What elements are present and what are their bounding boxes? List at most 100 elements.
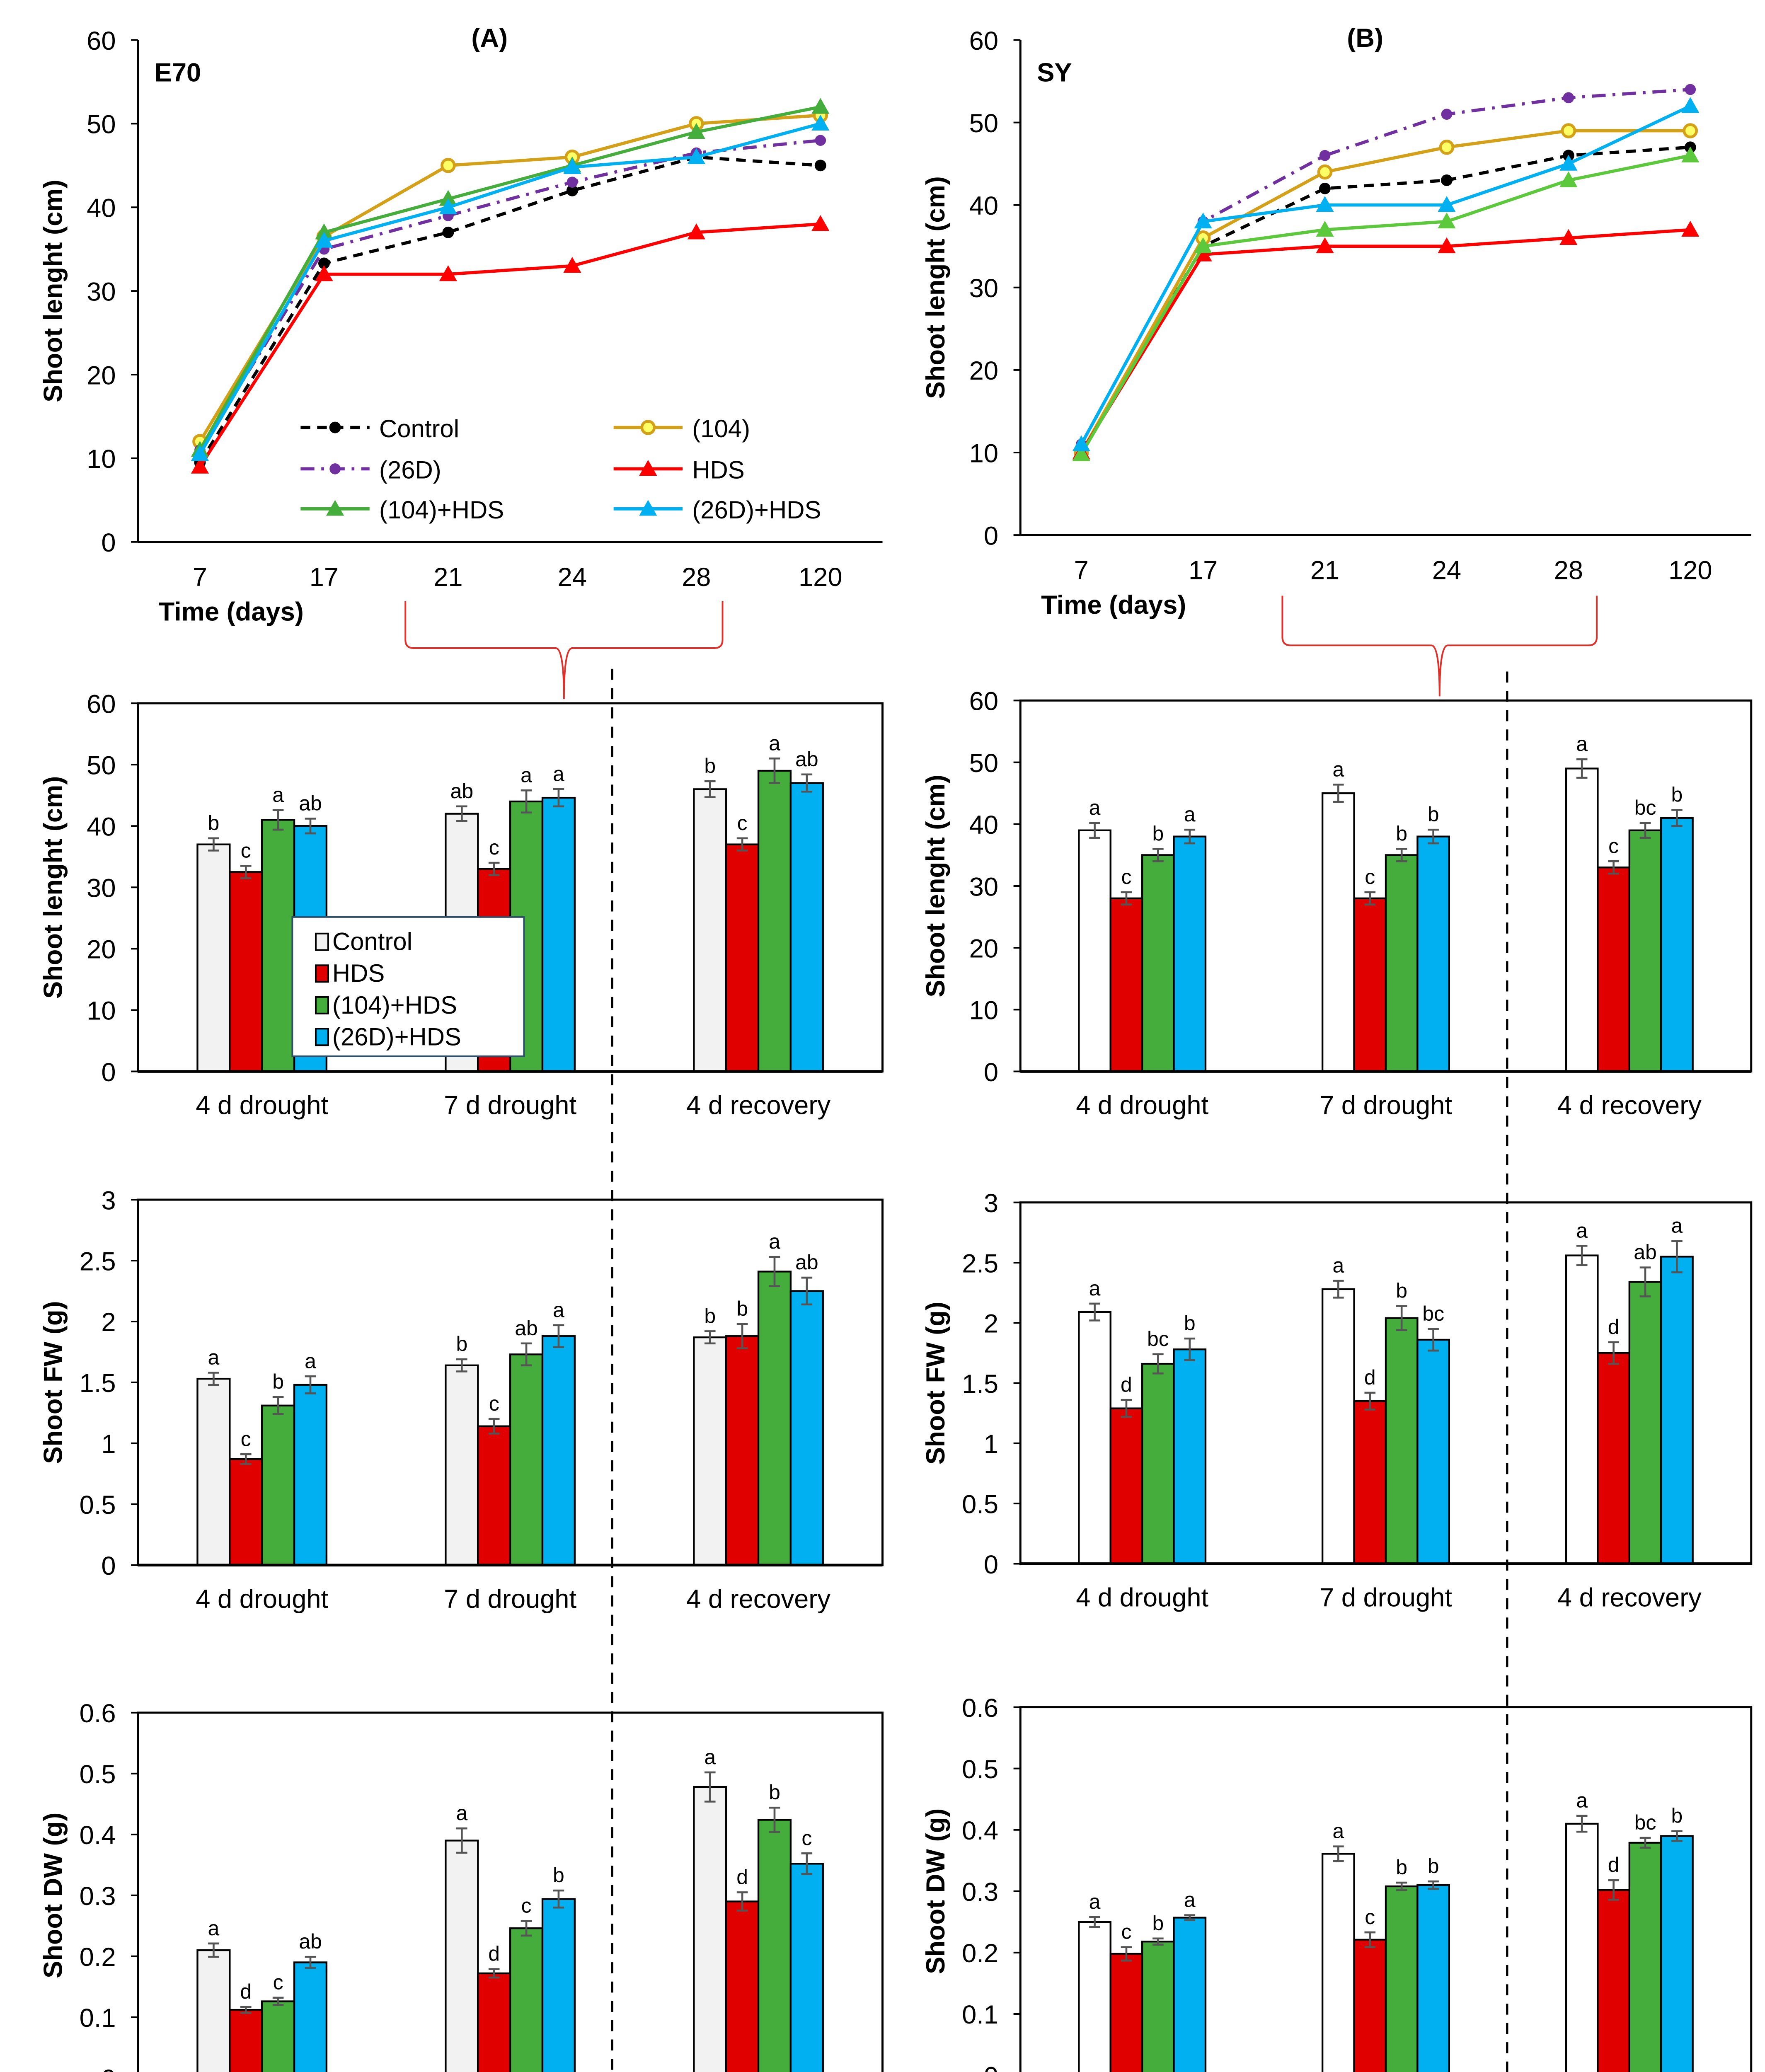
x-tick-label: 28 bbox=[682, 563, 711, 592]
data-point bbox=[811, 98, 830, 114]
significance-letter: ab bbox=[1634, 1241, 1657, 1264]
significance-letter: a bbox=[1089, 1890, 1101, 1913]
data-point bbox=[1319, 182, 1331, 194]
data-point bbox=[687, 123, 705, 139]
y-axis-title: Shoot lenght (cm) bbox=[921, 176, 950, 399]
bar bbox=[1353, 1939, 1387, 2072]
y-tick-label: 0.5 bbox=[80, 1760, 116, 1789]
significance-letter: c bbox=[1365, 1905, 1375, 1929]
y-tick-label: 0.5 bbox=[962, 1755, 998, 1784]
bar bbox=[1416, 1884, 1450, 2072]
significance-letter: d bbox=[1364, 1366, 1376, 1389]
data-point bbox=[1316, 237, 1334, 253]
bar bbox=[789, 782, 824, 1072]
bar bbox=[1173, 1348, 1207, 1565]
bar bbox=[789, 1290, 824, 1566]
series-line bbox=[199, 122, 821, 455]
data-point bbox=[439, 198, 458, 214]
bar bbox=[229, 2009, 263, 2072]
bar bbox=[1565, 767, 1599, 1072]
y-tick-label: 60 bbox=[969, 687, 998, 716]
bar bbox=[196, 843, 231, 1072]
data-point bbox=[639, 500, 657, 516]
y-tick-label: 0 bbox=[101, 2065, 116, 2072]
significance-letter: bc bbox=[1634, 1811, 1656, 1834]
bar bbox=[229, 871, 263, 1072]
significance-letter: c bbox=[801, 1826, 812, 1849]
legend-label: Control bbox=[332, 928, 412, 956]
bar bbox=[261, 2000, 295, 2072]
data-point bbox=[1561, 123, 1576, 138]
bar bbox=[541, 1335, 576, 1566]
x-tick-label: 24 bbox=[558, 563, 587, 592]
y-tick-label: 3 bbox=[984, 1189, 998, 1218]
data-point bbox=[1438, 196, 1456, 212]
y-tick-label: 1.5 bbox=[962, 1370, 998, 1399]
y-tick-label: 0 bbox=[101, 1058, 116, 1087]
data-point bbox=[1563, 92, 1574, 104]
y-tick-label: 1 bbox=[101, 1430, 116, 1459]
panel-title: (B) bbox=[1347, 24, 1383, 53]
data-point bbox=[1685, 84, 1696, 95]
significance-letter: a bbox=[704, 1745, 716, 1769]
y-tick-label: 10 bbox=[969, 996, 998, 1025]
x-tick-label: 21 bbox=[1310, 556, 1339, 585]
significance-letter: a bbox=[553, 762, 564, 785]
category-label: 4 d recovery bbox=[1557, 1091, 1702, 1120]
significance-letter: b bbox=[1671, 783, 1683, 806]
significance-letter: d bbox=[1608, 1315, 1620, 1339]
significance-letter: c bbox=[273, 1971, 283, 1994]
bar bbox=[509, 1927, 544, 2072]
significance-letter: a bbox=[1332, 1820, 1344, 1843]
data-point bbox=[566, 184, 578, 196]
series-line bbox=[199, 105, 821, 451]
significance-letter: b bbox=[1184, 1312, 1196, 1335]
bar bbox=[757, 1819, 792, 2072]
bar bbox=[196, 1949, 231, 2072]
significance-letter: c bbox=[1121, 1920, 1131, 1944]
y-tick-label: 2.5 bbox=[80, 1247, 116, 1276]
data-point bbox=[1559, 171, 1578, 187]
significance-letter: ab bbox=[299, 792, 322, 815]
data-point bbox=[191, 445, 209, 461]
category-label: 4 d recovery bbox=[686, 1585, 830, 1614]
y-tick-label: 20 bbox=[969, 934, 998, 963]
data-point bbox=[1316, 220, 1334, 237]
category-label: 7 d drought bbox=[1320, 1091, 1452, 1120]
category-label: 4 d drought bbox=[1076, 1091, 1208, 1120]
legend-label: (104) bbox=[692, 415, 750, 443]
data-point bbox=[563, 158, 581, 174]
bar bbox=[541, 1898, 576, 2072]
significance-letter: c bbox=[241, 1427, 251, 1450]
y-axis-title: Shoot FW (g) bbox=[39, 1301, 68, 1464]
significance-letter: a bbox=[553, 1298, 564, 1322]
legend-label: Control bbox=[379, 415, 459, 443]
category-label: 4 d drought bbox=[1076, 1583, 1208, 1612]
x-tick-label: 120 bbox=[799, 563, 842, 592]
y-tick-label: 50 bbox=[87, 751, 116, 780]
significance-letter: a bbox=[1671, 1214, 1683, 1237]
significance-letter: a bbox=[1332, 758, 1344, 781]
y-tick-label: 2 bbox=[984, 1310, 998, 1339]
data-point bbox=[1559, 155, 1578, 171]
data-point bbox=[442, 226, 454, 238]
significance-letter: c bbox=[521, 1894, 532, 1917]
legend-label: (26D)+HDS bbox=[332, 1023, 461, 1051]
x-tick-label: 7 bbox=[1074, 556, 1089, 585]
legend-label: (26D)+HDS bbox=[692, 496, 821, 524]
significance-letter: b bbox=[736, 1297, 748, 1320]
significance-letter: b bbox=[1396, 822, 1407, 845]
significance-letter: b bbox=[208, 811, 220, 835]
data-point bbox=[567, 177, 578, 188]
significance-letter: ab bbox=[515, 1317, 538, 1340]
category-label: 4 d recovery bbox=[1557, 1583, 1702, 1612]
bar bbox=[1628, 1281, 1662, 1565]
series-line bbox=[1080, 88, 1691, 445]
bar bbox=[445, 1840, 479, 2072]
y-tick-label: 0.3 bbox=[80, 1882, 116, 1911]
bar bbox=[1078, 829, 1111, 1072]
data-point bbox=[315, 223, 333, 240]
